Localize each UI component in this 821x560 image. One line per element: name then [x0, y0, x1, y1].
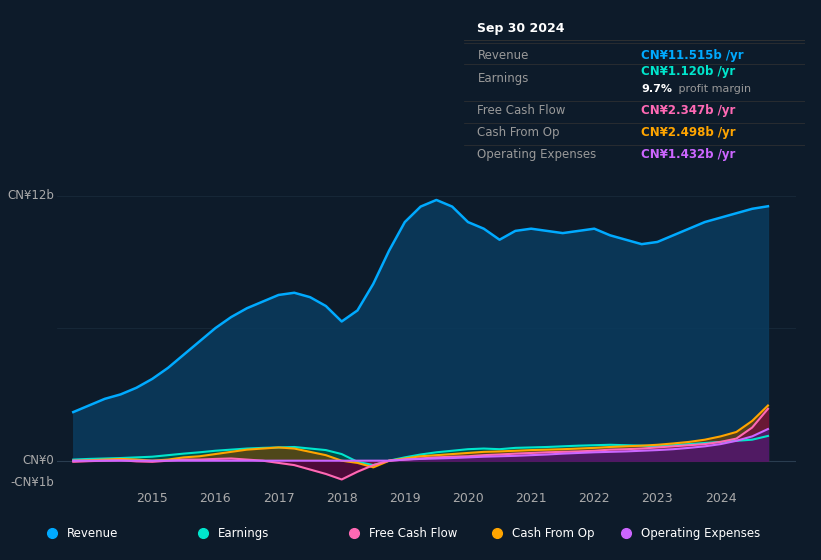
Text: Cash From Op: Cash From Op	[512, 527, 595, 540]
Text: CN¥2.498b /yr: CN¥2.498b /yr	[641, 126, 736, 139]
Text: CN¥1.120b /yr: CN¥1.120b /yr	[641, 66, 736, 78]
Text: Revenue: Revenue	[67, 527, 118, 540]
Text: CN¥0: CN¥0	[22, 454, 54, 467]
Text: CN¥12b: CN¥12b	[7, 189, 54, 202]
Text: Cash From Op: Cash From Op	[478, 126, 560, 139]
Text: Earnings: Earnings	[218, 527, 269, 540]
Text: CN¥2.347b /yr: CN¥2.347b /yr	[641, 104, 736, 116]
Text: CN¥11.515b /yr: CN¥11.515b /yr	[641, 49, 744, 62]
Text: Operating Expenses: Operating Expenses	[641, 527, 760, 540]
Text: 9.7%: 9.7%	[641, 85, 672, 95]
Text: Free Cash Flow: Free Cash Flow	[478, 104, 566, 116]
Text: Earnings: Earnings	[478, 72, 529, 85]
Text: Free Cash Flow: Free Cash Flow	[369, 527, 457, 540]
Text: Revenue: Revenue	[478, 49, 529, 62]
Text: -CN¥1b: -CN¥1b	[10, 477, 54, 489]
Text: Operating Expenses: Operating Expenses	[478, 148, 597, 161]
Text: Sep 30 2024: Sep 30 2024	[478, 22, 565, 35]
Text: CN¥1.432b /yr: CN¥1.432b /yr	[641, 148, 736, 161]
Text: profit margin: profit margin	[675, 85, 751, 95]
